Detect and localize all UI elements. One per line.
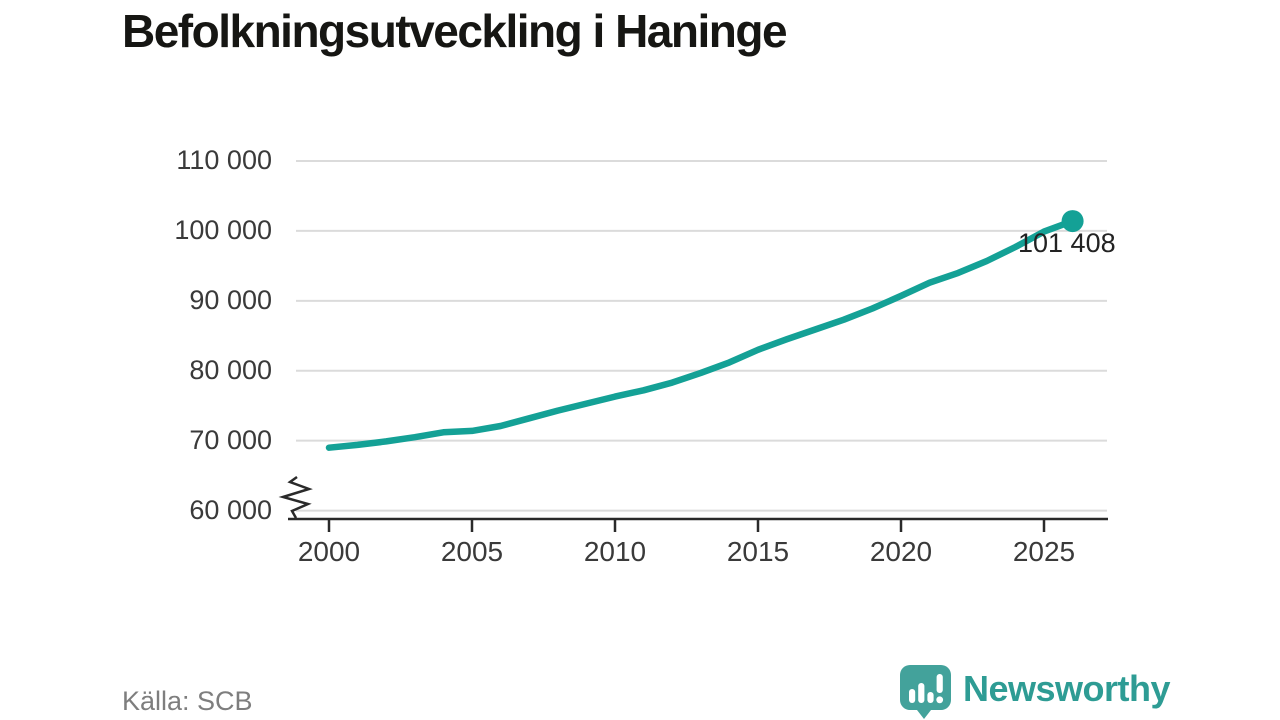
last-value-label: 101 408 — [1018, 228, 1116, 258]
last-point-marker — [1061, 210, 1084, 233]
y-tick-label: 90 000 — [189, 284, 272, 315]
y-tick-label: 100 000 — [174, 214, 272, 245]
page-title: Befolkningsutveckling i Haninge — [122, 5, 788, 57]
source-note: Källa: SCB — [122, 686, 253, 716]
x-tick-label: 2000 — [297, 536, 361, 567]
newsworthy-logo-icon — [900, 665, 951, 719]
x-tick-label: 2020 — [869, 536, 933, 567]
axis-break-icon — [278, 475, 313, 519]
x-tick-label: 2015 — [726, 536, 790, 567]
population-line — [325, 217, 1076, 451]
x-tick-label: 2005 — [440, 536, 504, 567]
y-tick-label: 60 000 — [189, 494, 272, 525]
x-tick-label: 2010 — [583, 536, 647, 567]
newsworthy-logo-text: Newsworthy — [963, 668, 1171, 709]
newsworthy-branding: Newsworthy — [897, 663, 1171, 719]
x-tick-label: 2025 — [1012, 536, 1076, 567]
y-tick-label: 110 000 — [176, 145, 272, 175]
y-tick-label: 70 000 — [189, 424, 272, 455]
y-tick-label: 80 000 — [189, 354, 272, 385]
